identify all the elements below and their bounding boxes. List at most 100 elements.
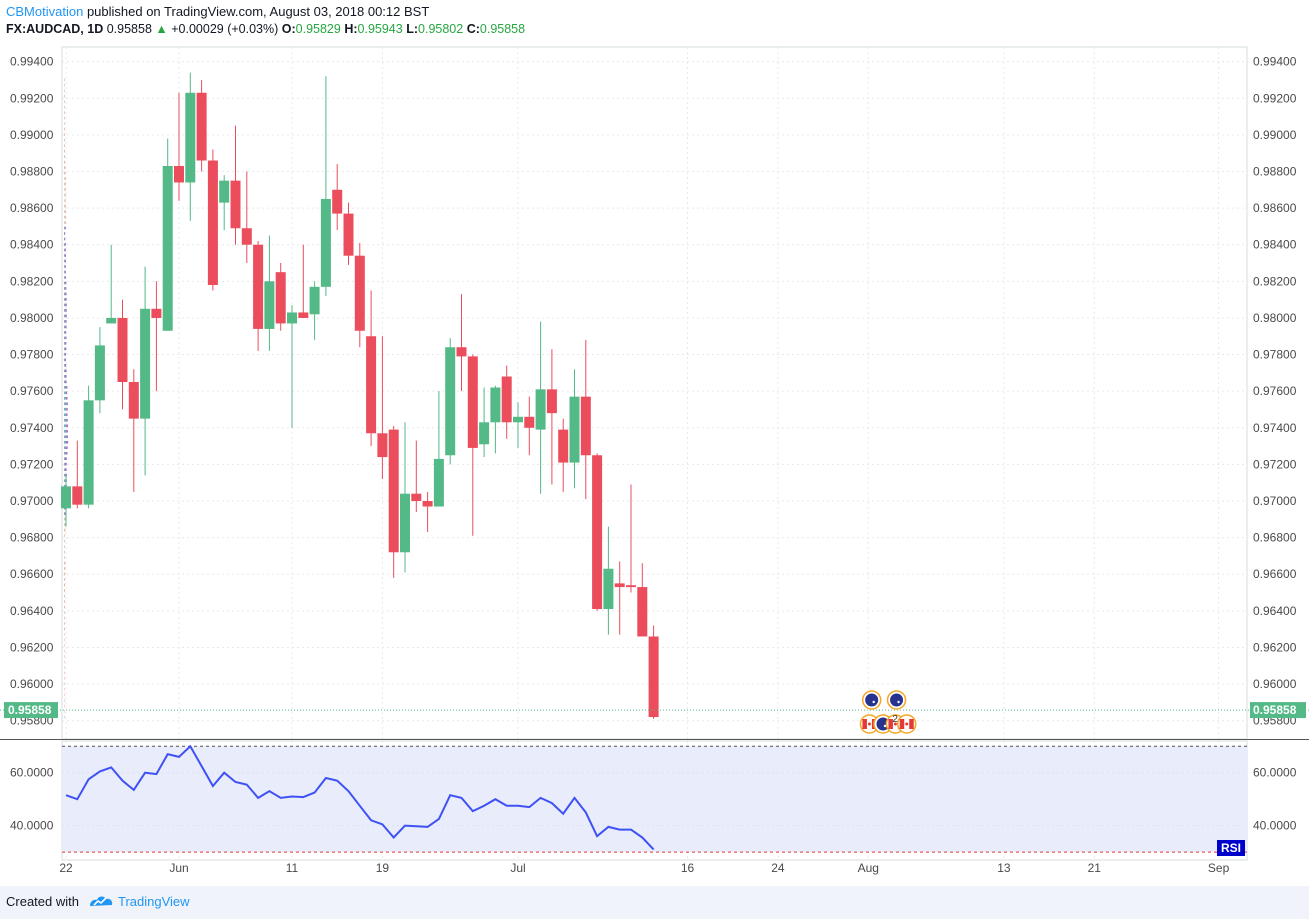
volume-profile-bar-down [64, 660, 65, 664]
candle-body [72, 486, 83, 505]
volume-profile-bar-up [64, 287, 66, 290]
volume-profile-bar-up [64, 215, 65, 219]
price-axis-left-tick: 0.98000 [10, 311, 54, 325]
volume-profile-bar-down [64, 193, 66, 197]
volume-profile-bar-down [64, 171, 66, 175]
volume-profile-bar-down [64, 633, 65, 636]
rsi-line [65, 744, 655, 851]
candle-body [207, 160, 218, 285]
price-axis-right-tick: 0.99200 [1253, 91, 1297, 105]
volume-profile-bar-down [64, 638, 65, 642]
candle-body [456, 347, 467, 357]
candle-body [162, 165, 173, 331]
chart-canvas[interactable]: 0.99400 0.99400 0.99200 0.99200 0.99000 0.990… [0, 44, 1309, 886]
price-axis-right-tick: 0.97200 [1253, 457, 1297, 471]
candle-body [546, 389, 557, 414]
volume-profile-bar-down [64, 215, 66, 219]
volume-profile-bar-down [65, 446, 68, 450]
price-axis-left-tick: 0.96800 [10, 531, 54, 545]
price-axis-right-tick: 0.99400 [1253, 55, 1297, 69]
volume-profile-bar-up [64, 221, 65, 224]
price-axis-left-tick: 0.98400 [10, 238, 54, 252]
candle-body [320, 198, 331, 287]
price-axis-right-tick: 0.98600 [1253, 201, 1297, 215]
volume-profile-bar-down [64, 177, 66, 180]
volume-profile-bar-down [64, 375, 67, 378]
volume-profile-bar-up [64, 144, 65, 147]
volume-profile-bar-down [64, 232, 66, 235]
high-label: H: [344, 22, 358, 36]
volume-profile-bar-up [64, 462, 65, 466]
volume-profile-bar-down [64, 677, 65, 680]
volume-profile-bar-down [65, 287, 67, 290]
volume-profile-bar-down [65, 457, 67, 461]
author-link[interactable]: CBMotivation [6, 4, 84, 19]
volume-profile-bar-down [64, 528, 66, 532]
chart-frame: 0.99400 0.99400 0.99200 0.99200 0.99000 0.990… [0, 44, 1309, 886]
volume-profile-bar-up [64, 567, 65, 570]
rsi-badge [1217, 840, 1245, 856]
volume-profile-bar-up [64, 473, 66, 477]
volume-profile-bar-down [64, 342, 67, 345]
volume-profile-bar-down [65, 309, 67, 312]
volume-profile-bar-up [64, 254, 65, 257]
volume-profile-bar-up [64, 545, 65, 548]
price-axis-left-tick: 0.96600 [10, 567, 54, 581]
candle-body [185, 92, 196, 183]
volume-profile-bar-up [64, 528, 65, 532]
volume-profile-bar-up [64, 402, 67, 406]
created-with-text: Created with [6, 894, 79, 909]
volume-profile-bar-down [64, 127, 65, 131]
tradingview-brand-link[interactable]: TradingView [118, 894, 190, 909]
volume-profile-bar-up [64, 138, 65, 142]
volume-profile-bar-up [64, 468, 65, 471]
volume-profile-bar-down [64, 572, 66, 576]
flag-star-icon [883, 724, 887, 728]
volume-profile-bar-down [64, 666, 65, 669]
last-price-tag-left-label: 0.95858 [8, 703, 52, 717]
candle-body [275, 272, 286, 324]
candle-body [83, 400, 94, 505]
price-axis-right-tick: 0.96800 [1253, 531, 1297, 545]
volume-profile-bar-down [65, 336, 67, 340]
volume-profile-bar-down [64, 199, 66, 202]
volume-profile-bar-up [64, 199, 65, 202]
volume-profile-bar-up [64, 259, 65, 263]
volume-profile-bar-down [65, 386, 68, 389]
volume-profile-bar-up [64, 451, 66, 455]
volume-profile-bar-down [64, 462, 67, 466]
volume-profile-bar-down [64, 237, 66, 241]
price-axis-left-tick: 0.97200 [10, 457, 54, 471]
candle-body [219, 180, 230, 203]
volume-profile-bar-up [64, 375, 65, 378]
price-axis-right-tick: 0.97000 [1253, 494, 1297, 508]
ca-flag-bar-icon [888, 719, 893, 729]
volume-profile-bar-up [64, 446, 66, 450]
volume-profile-bar-up [64, 556, 65, 559]
candle-body [377, 433, 388, 458]
volume-profile-bar-up [64, 539, 65, 543]
candle-body [298, 312, 309, 318]
volume-profile-bar-up [64, 325, 66, 329]
time-axis-tick: Jun [169, 861, 188, 875]
price-axis-right-tick: 0.99000 [1253, 128, 1297, 142]
last-price-tag-right [1250, 702, 1306, 719]
ohlc-line: FX:AUDCAD, 1D 0.95858 ▲ +0.00029 (+0.03%… [6, 22, 525, 36]
candle-body [241, 228, 252, 245]
time-axis-tick: 11 [286, 861, 299, 875]
volume-profile-bar-up [64, 292, 66, 296]
volume-profile-bar-up [64, 347, 65, 351]
volume-profile-bar-down [64, 589, 66, 592]
volume-profile-bar-down [64, 468, 67, 471]
volume-profile-bar-down [64, 534, 65, 537]
candle-body [354, 255, 365, 331]
candle-body [535, 389, 546, 430]
volume-profile-bar-up [64, 380, 65, 384]
volume-profile-bar-down [64, 138, 65, 142]
volume-profile-bar-down [64, 671, 65, 675]
volume-profile-bar-up [64, 358, 65, 362]
candle-body [264, 281, 275, 329]
low-value: 0.95802 [418, 22, 464, 36]
volume-profile-bar-down [64, 512, 66, 515]
candle-body [445, 347, 456, 456]
